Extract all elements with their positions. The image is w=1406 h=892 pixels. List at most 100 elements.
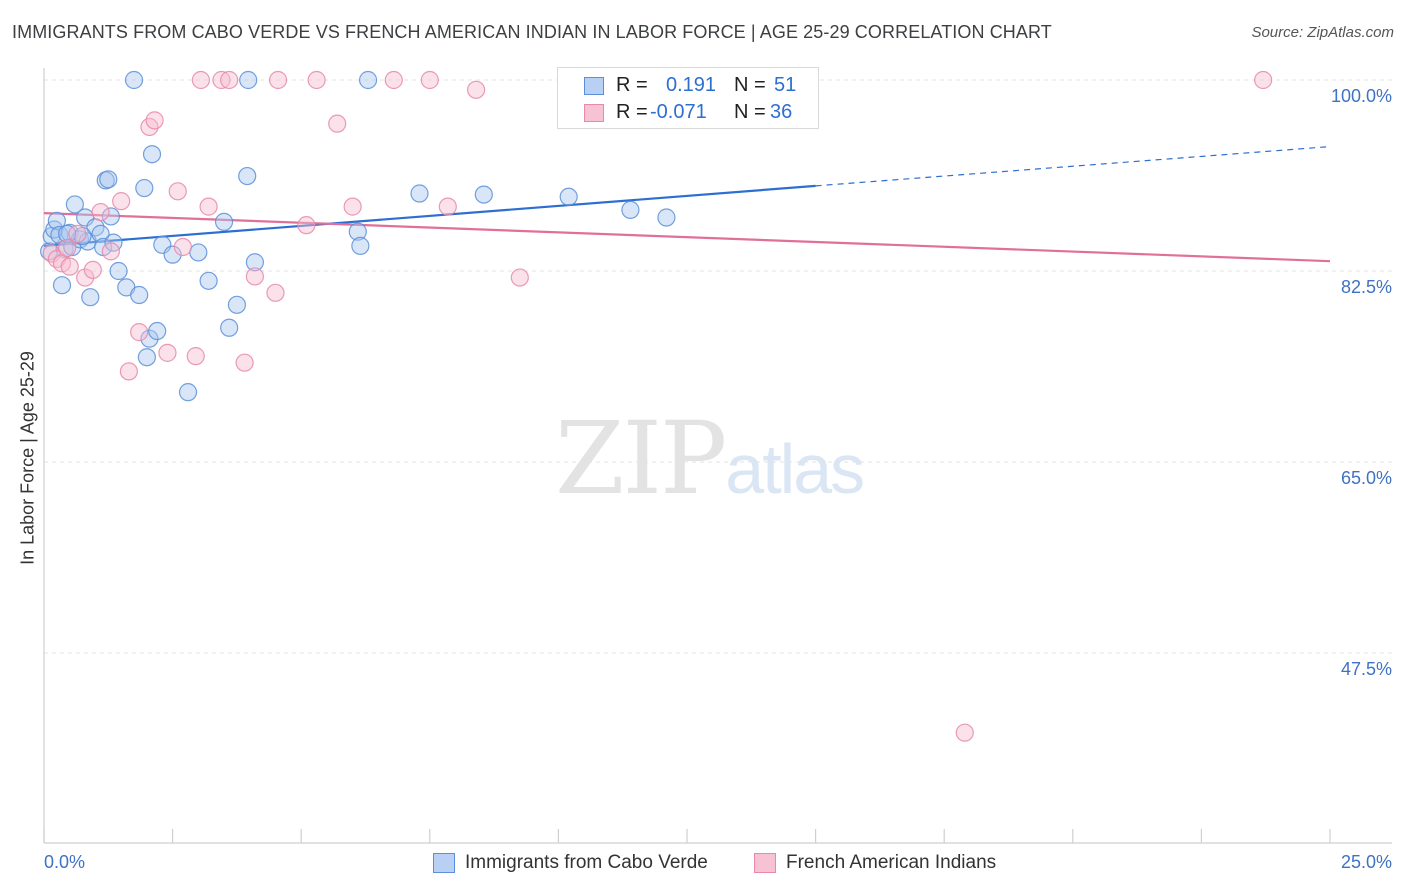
data-point-french-american-indian [199,197,218,216]
trend-line-french-american-indians [43,212,1331,263]
data-point-cabo-verde [245,253,265,272]
data-point-cabo-verde [657,208,676,227]
data-point-cabo-verde [40,242,59,261]
data-point-french-american-indian [510,268,529,287]
data-point-cabo-verde [178,383,198,402]
data-point-french-american-indian [168,182,187,201]
x-tick-min: 0.0% [44,852,86,872]
data-point-cabo-verde [142,145,162,164]
data-point-french-american-indian [101,242,120,261]
data-point-french-american-indian [191,70,210,90]
bottom-legend-swatch-pink [754,853,776,873]
data-point-french-american-indian [76,268,95,287]
data-point-cabo-verde [58,224,77,243]
data-point-french-american-indian [68,224,87,243]
legend-r-label: R = [616,74,648,96]
watermark-zip: ZIP [555,400,727,517]
data-point-cabo-verde [81,288,100,307]
legend-swatch-pink [584,104,604,122]
axes [43,68,1392,844]
data-point-french-american-indian [83,260,102,280]
legend-row-cabo-verde: R = 0.191 N = 51 [558,74,820,100]
trend-line-extension [815,145,1331,187]
data-point-french-american-indian [438,197,457,216]
data-point-cabo-verde [351,236,370,255]
data-point-french-american-indian [145,111,164,130]
data-point-french-american-indian [58,238,77,258]
bottom-legend-label: French American Indians [786,852,997,873]
data-point-cabo-verde [52,276,72,295]
data-point-french-american-indian [245,267,265,286]
data-point-french-american-indian [112,192,131,211]
trend-line-cabo-verde [43,184,816,247]
legend-r-value: -0.071 [650,101,707,123]
bottom-legend-label: Immigrants from Cabo Verde [465,852,708,873]
data-point-french-american-indian [466,80,486,99]
data-point-cabo-verde [348,222,367,241]
data-point-cabo-verde [101,207,120,226]
source-label: Source: ZipAtlas.com [1251,24,1394,41]
data-point-cabo-verde [65,195,84,214]
data-point-french-american-indian [212,70,231,90]
y-tick-label: 100.0% [1330,86,1392,106]
data-point-french-american-indian [186,347,205,366]
chart-title: IMMIGRANTS FROM CABO VERDE VS FRENCH AME… [12,22,1052,42]
data-point-french-american-indian [384,70,403,90]
y-tick-label: 65.0% [1340,468,1392,488]
data-point-french-american-indian [343,197,362,216]
data-point-french-american-indian [955,723,974,742]
data-points [40,70,1273,742]
data-point-french-american-indian [420,70,439,90]
data-point-cabo-verde [148,321,167,341]
data-point-french-american-indian [266,283,285,302]
legend-n-label: N = [734,74,766,96]
legend-r-label: R = [616,101,648,123]
data-point-cabo-verde [163,245,182,264]
data-point-cabo-verde [130,285,149,305]
data-point-french-american-indian [235,353,254,372]
data-point-french-american-indian [130,323,149,342]
data-point-cabo-verde [474,185,493,204]
data-point-french-american-indian [307,70,326,90]
data-point-cabo-verde [214,212,234,231]
data-point-cabo-verde [358,70,378,90]
data-point-cabo-verde [135,178,154,198]
data-point-french-american-indian [158,343,177,362]
y-tick-label: 47.5% [1340,659,1392,679]
legend-r-value: 0.191 [666,74,717,96]
data-point-french-american-indian [268,70,288,90]
y-axis-label: In Labor Force | Age 25-29 [17,351,38,565]
data-point-cabo-verde [137,348,156,367]
data-point-cabo-verde [109,261,128,281]
data-point-cabo-verde [189,243,208,262]
correlation-legend: R = 0.191 N = 51 R = -0.071 N = 36 [557,67,819,129]
data-point-french-american-indian [60,257,79,276]
data-point-french-american-indian [1254,70,1273,90]
data-point-cabo-verde [239,70,258,90]
data-point-cabo-verde [227,295,246,314]
data-point-cabo-verde [47,211,66,230]
data-point-french-american-indian [91,202,110,222]
legend-n-value: 51 [774,74,797,96]
data-point-cabo-verde [621,200,640,219]
data-point-french-american-indian [119,362,138,381]
x-tick-max: 25.0% [1340,852,1392,872]
data-point-cabo-verde [199,271,218,290]
y-tick-label: 82.5% [1340,277,1392,297]
data-point-cabo-verde [238,166,257,186]
legend-n-label: N = [734,101,766,123]
data-point-cabo-verde [220,318,239,337]
legend-n-value: 36 [770,101,793,123]
legend-row-french-american-indians: R = -0.071 N = 36 [558,101,820,127]
watermark-atlas: atlas [725,430,865,508]
data-point-french-american-indian [297,216,316,235]
legend-swatch-blue [584,77,604,95]
data-point-cabo-verde [410,184,429,203]
watermark: ZIPatlas [555,400,865,517]
data-point-cabo-verde [559,187,578,206]
data-point-french-american-indian [220,70,239,90]
bottom-legend-swatch-blue [433,853,455,873]
trend-lines [43,145,1331,263]
data-point-cabo-verde [99,170,118,189]
